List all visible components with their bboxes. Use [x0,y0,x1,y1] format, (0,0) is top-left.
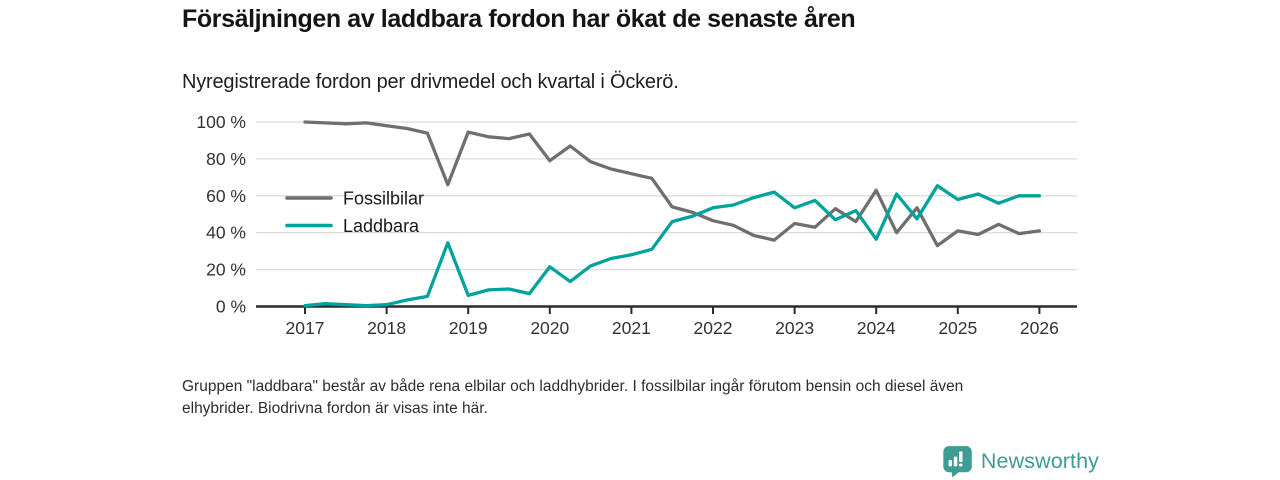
y-axis-tick-label: 80 % [206,149,246,169]
y-axis-tick-label: 0 % [216,297,246,317]
x-axis-tick-label: 2017 [286,318,325,338]
newsworthy-logo: Newsworthy [942,445,1099,478]
x-axis-tick-label: 2019 [449,318,488,338]
chart-title: Försäljningen av laddbara fordon har öka… [182,5,856,33]
legend-label-fossilbilar: Fossilbilar [343,189,424,209]
legend-label-laddbara: Laddbara [343,216,420,236]
series-line-fossilbilar [303,120,1042,248]
chart-subtitle: Nyregistrerade fordon per drivmedel och … [182,71,679,93]
newsworthy-logo-text: Newsworthy [980,449,1099,473]
y-axis-tick-label: 60 % [206,186,246,206]
x-axis-tick-label: 2020 [530,318,569,338]
y-axis-tick-label: 40 % [206,223,246,243]
series-line-laddbara [303,184,1042,308]
x-axis-tick-label: 2021 [612,318,651,338]
line-chart: 0 % 20 % 40 % 60 % 80 % 100 % 2017 2018 2019 2020… [196,112,1077,338]
chart-footnote: Gruppen "laddbara" består av både rena e… [182,378,964,417]
y-axis-tick-label: 20 % [206,260,246,280]
y-axis-tick-label: 100 % [196,112,246,132]
x-axis-tick-label: 2024 [857,318,896,338]
x-axis-tick-label: 2023 [775,318,814,338]
x-axis-tick-label: 2025 [938,318,977,338]
x-axis-tick-label: 2022 [694,318,733,338]
x-axis-tick-label: 2026 [1020,318,1059,338]
x-axis-tick-label: 2018 [367,318,406,338]
bar-chart-speech-bubble-icon [943,446,972,478]
